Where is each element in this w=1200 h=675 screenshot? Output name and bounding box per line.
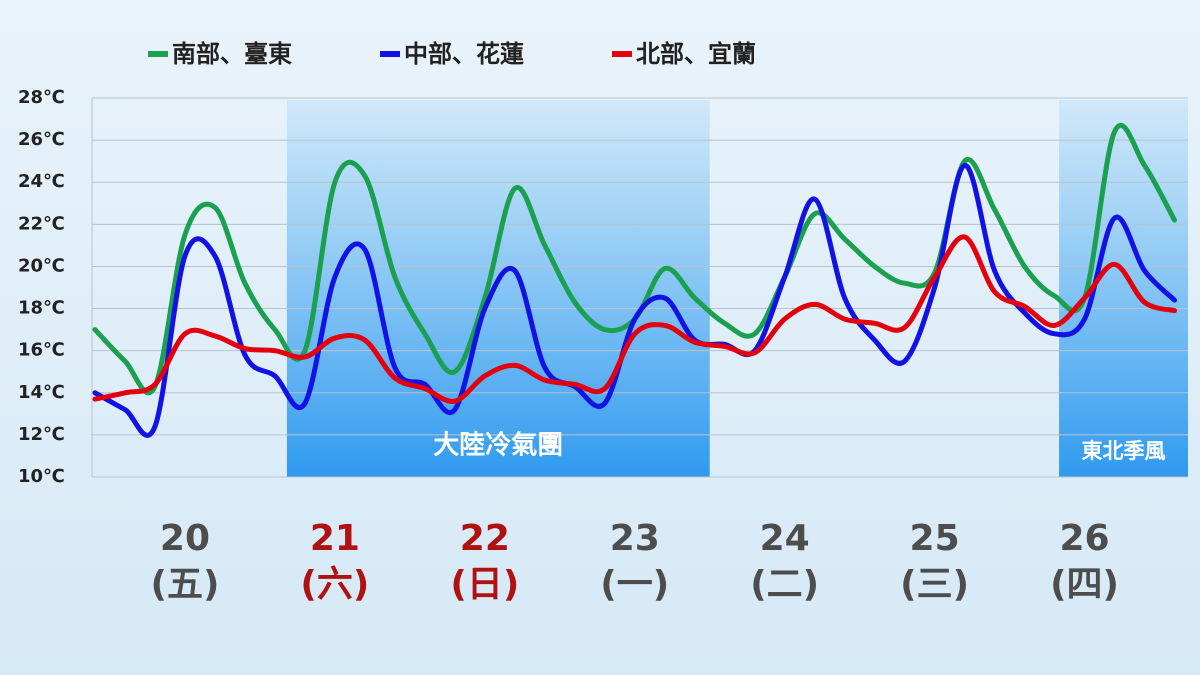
annotation-region [1059,100,1188,477]
y-tick-label: 14℃ [18,382,65,403]
weekday-label: (五) [150,564,219,605]
x-tick-label: 25 [910,518,960,559]
y-tick-label: 18℃ [18,298,65,319]
x-tick-label: 23 [610,518,660,559]
x-tick-label: 21 [310,518,360,559]
x-tick-label: 26 [1059,518,1109,559]
x-tick-label: 20 [160,518,210,559]
legend-label: 南部、臺東 [172,40,292,68]
y-tick-label: 16℃ [18,340,65,361]
y-tick-label: 22℃ [18,213,65,234]
y-tick-label: 12℃ [18,424,65,445]
weekday-label: (一) [600,564,669,605]
legend-label: 北部、宜蘭 [636,40,756,68]
weekday-label: (日) [450,564,519,605]
series-line [92,234,1178,404]
x-tick-label: 22 [460,518,510,559]
legend-label: 中部、花蓮 [404,40,524,68]
series-line [92,122,1178,396]
y-tick-label: 24℃ [18,171,65,192]
y-tick-label: 10℃ [18,466,65,487]
y-tick-label: 26℃ [18,129,65,150]
weekday-label: (三) [900,564,969,605]
annotation-label: 東北季風 [1082,439,1166,463]
y-tick-label: 28℃ [18,87,65,108]
x-tick-label: 24 [760,518,810,559]
weekday-label: (二) [750,564,819,605]
weekday-label: (六) [300,564,369,605]
weekday-label: (四) [1050,564,1119,605]
annotation-label: 大陸冷氣團 [433,430,563,461]
y-tick-label: 20℃ [18,255,65,276]
annotation-region [286,100,710,477]
